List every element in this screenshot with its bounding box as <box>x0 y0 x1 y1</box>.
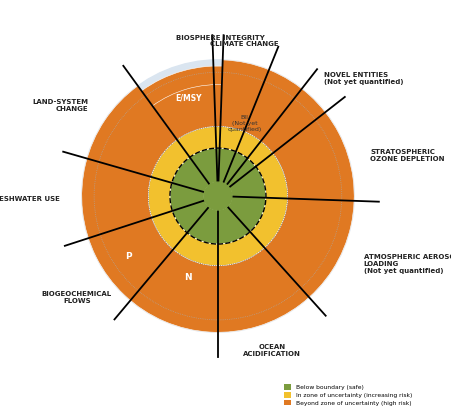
Wedge shape <box>82 60 354 332</box>
Wedge shape <box>214 72 264 131</box>
Text: E/MSY: E/MSY <box>175 94 201 103</box>
Text: CLIMATE CHANGE: CLIMATE CHANGE <box>210 41 279 47</box>
Wedge shape <box>148 126 288 266</box>
Wedge shape <box>148 126 288 266</box>
Wedge shape <box>148 126 288 266</box>
Wedge shape <box>216 126 244 152</box>
Text: STRATOSPHERIC
OZONE DEPLETION: STRATOSPHERIC OZONE DEPLETION <box>370 149 445 162</box>
Wedge shape <box>256 161 275 198</box>
Wedge shape <box>151 126 288 266</box>
Text: OCEAN
ACIDIFICATION: OCEAN ACIDIFICATION <box>243 344 301 357</box>
Wedge shape <box>216 148 236 183</box>
Text: BIOGEOCHEMICAL
FLOWS: BIOGEOCHEMICAL FLOWS <box>42 291 112 304</box>
Circle shape <box>82 60 354 332</box>
Circle shape <box>204 182 232 210</box>
Wedge shape <box>218 206 250 244</box>
Wedge shape <box>170 148 266 244</box>
Wedge shape <box>170 148 266 244</box>
Ellipse shape <box>146 150 178 211</box>
Text: BIOSPHERE INTEGRITY: BIOSPHERE INTEGRITY <box>176 35 265 41</box>
Wedge shape <box>229 166 266 198</box>
Ellipse shape <box>239 109 295 146</box>
Text: P: P <box>125 252 131 261</box>
Text: ATMOSPHERIC AEROSOL
LOADING
(Not yet quantified): ATMOSPHERIC AEROSOL LOADING (Not yet qua… <box>364 254 451 274</box>
Text: N: N <box>184 273 192 282</box>
Ellipse shape <box>218 120 267 198</box>
Wedge shape <box>136 111 303 281</box>
Wedge shape <box>88 66 348 326</box>
Wedge shape <box>172 148 266 244</box>
Text: LAND-SYSTEM
CHANGE: LAND-SYSTEM CHANGE <box>32 99 88 112</box>
Text: NOVEL ENTITIES
(Not yet quantified): NOVEL ENTITIES (Not yet quantified) <box>324 72 403 85</box>
Ellipse shape <box>218 221 249 264</box>
Wedge shape <box>148 126 288 266</box>
Wedge shape <box>170 148 266 244</box>
Wedge shape <box>218 232 256 253</box>
Text: BII
(Not yet
quantified): BII (Not yet quantified) <box>227 115 262 132</box>
Wedge shape <box>113 91 323 302</box>
Wedge shape <box>106 84 329 308</box>
Text: FRESHWATER USE: FRESHWATER USE <box>0 196 60 202</box>
Legend: Below boundary (safe), In zone of uncertainty (increasing risk), Beyond zone of : Below boundary (safe), In zone of uncert… <box>282 382 414 408</box>
Wedge shape <box>170 148 266 244</box>
